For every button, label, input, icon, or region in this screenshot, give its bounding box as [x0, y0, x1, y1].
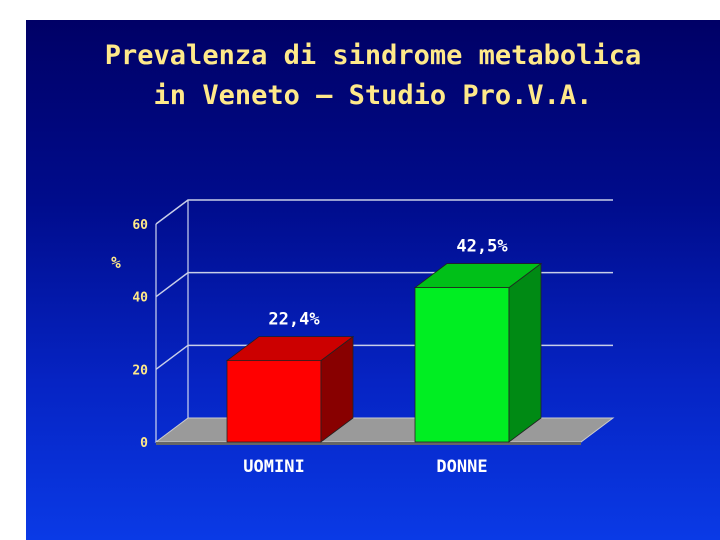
data-label-donne: 42,5%: [456, 237, 508, 257]
chart-floor: [154, 417, 615, 445]
gridline-20: [155, 344, 613, 370]
gridline-40: [155, 271, 613, 298]
bar-chart: 0 20 40 60% 22,4% UOMINI 42,5% DONNE: [111, 199, 615, 477]
bar-front-donne: [414, 287, 510, 443]
x-tick-label-donne: DONNE: [436, 457, 487, 477]
chart-gridlines: [155, 199, 613, 370]
chart-floor-plane: [154, 417, 615, 443]
x-tick-label-uomini: UOMINI: [243, 457, 304, 477]
chart-bars: [225, 262, 543, 443]
bar-top-uomini: [225, 336, 355, 362]
y-axis-label: %: [111, 253, 121, 272]
bar-front-uomini: [226, 360, 322, 443]
slide-background: Prevalenza di sindrome metabolica in Ven…: [26, 20, 720, 540]
bar-side-donne: [508, 262, 542, 443]
y-tick-label-40: 40: [132, 291, 148, 306]
data-label-uomini: 22,4%: [268, 310, 320, 330]
y-tick-label-20: 20: [132, 363, 148, 378]
gridline-60: [155, 199, 613, 225]
chart-title-line-2: in Veneto – Studio Pro.V.A.: [153, 80, 593, 111]
bar-uomini: [225, 335, 355, 443]
chart-title-line-1: Prevalenza di sindrome metabolica: [104, 40, 642, 71]
chart-labels: 0 20 40 60% 22,4% UOMINI 42,5% DONNE: [111, 218, 508, 477]
y-tick-label-0: 0: [140, 436, 148, 451]
chart-floor-edge: [156, 442, 581, 445]
y-tick-label-60: 60: [132, 218, 148, 233]
bar-donne: [413, 262, 543, 443]
chart-walls: [155, 200, 189, 442]
bar-top-donne: [413, 263, 543, 288]
